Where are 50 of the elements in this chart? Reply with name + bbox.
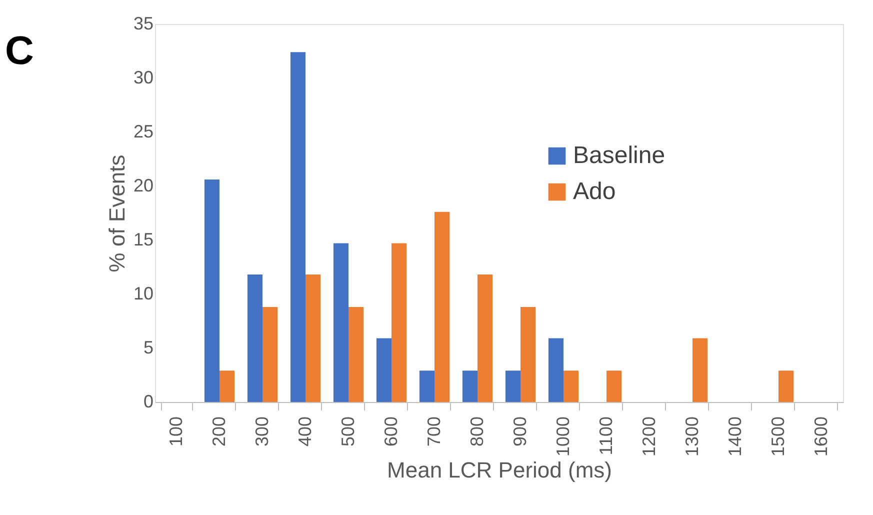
x-tick-label: 600 bbox=[381, 416, 401, 447]
bar bbox=[478, 274, 493, 402]
y-tick-label: 25 bbox=[133, 122, 154, 142]
bar bbox=[434, 212, 450, 402]
x-tick-label: 400 bbox=[295, 416, 315, 447]
bar bbox=[333, 243, 348, 402]
x-tick-label: 1200 bbox=[639, 416, 659, 457]
x-tick-label: 100 bbox=[166, 416, 186, 447]
bar bbox=[564, 370, 579, 402]
bar bbox=[247, 274, 262, 402]
bar bbox=[778, 370, 794, 402]
bar bbox=[692, 338, 708, 402]
bar bbox=[520, 306, 536, 402]
bar bbox=[220, 370, 235, 402]
x-tick-label: 1300 bbox=[682, 416, 702, 457]
bar bbox=[419, 370, 434, 402]
x-tick-label: 200 bbox=[209, 416, 229, 447]
x-tick-label: 900 bbox=[510, 416, 530, 447]
bar bbox=[505, 370, 520, 402]
x-tick-label: 1400 bbox=[725, 416, 745, 457]
x-axis-title: Mean LCR Period (ms) bbox=[387, 458, 612, 483]
x-tick-label: 1100 bbox=[596, 416, 616, 456]
bar bbox=[262, 306, 278, 402]
y-tick-label: 15 bbox=[133, 230, 154, 250]
bar bbox=[348, 306, 364, 402]
bar bbox=[290, 52, 306, 402]
bar bbox=[376, 338, 392, 402]
x-tick-label: 1500 bbox=[768, 416, 788, 457]
x-tick-label: 700 bbox=[424, 416, 444, 447]
x-tick-label: 800 bbox=[467, 416, 487, 447]
x-tick-label: 1600 bbox=[811, 416, 831, 457]
text: C bbox=[5, 29, 34, 73]
bar bbox=[392, 243, 407, 402]
bar bbox=[306, 274, 321, 402]
x-tick-label: 500 bbox=[338, 416, 358, 447]
y-tick-label: 0 bbox=[143, 392, 154, 412]
bar bbox=[462, 370, 478, 402]
bar bbox=[548, 338, 564, 402]
y-tick-label: 10 bbox=[133, 284, 154, 304]
legend-label: Baseline bbox=[573, 142, 666, 169]
x-tick-label: 1000 bbox=[553, 416, 573, 457]
y-tick-label: 35 bbox=[133, 14, 154, 34]
y-axis-title: % of Events bbox=[104, 154, 130, 272]
y-tick-label: 20 bbox=[133, 176, 154, 196]
x-tick-label: 300 bbox=[252, 416, 272, 447]
bar bbox=[204, 180, 220, 402]
legend-label: Ado bbox=[573, 178, 616, 205]
y-tick-label: 5 bbox=[143, 338, 154, 358]
bar bbox=[606, 370, 622, 402]
y-tick-label: 30 bbox=[133, 68, 154, 88]
